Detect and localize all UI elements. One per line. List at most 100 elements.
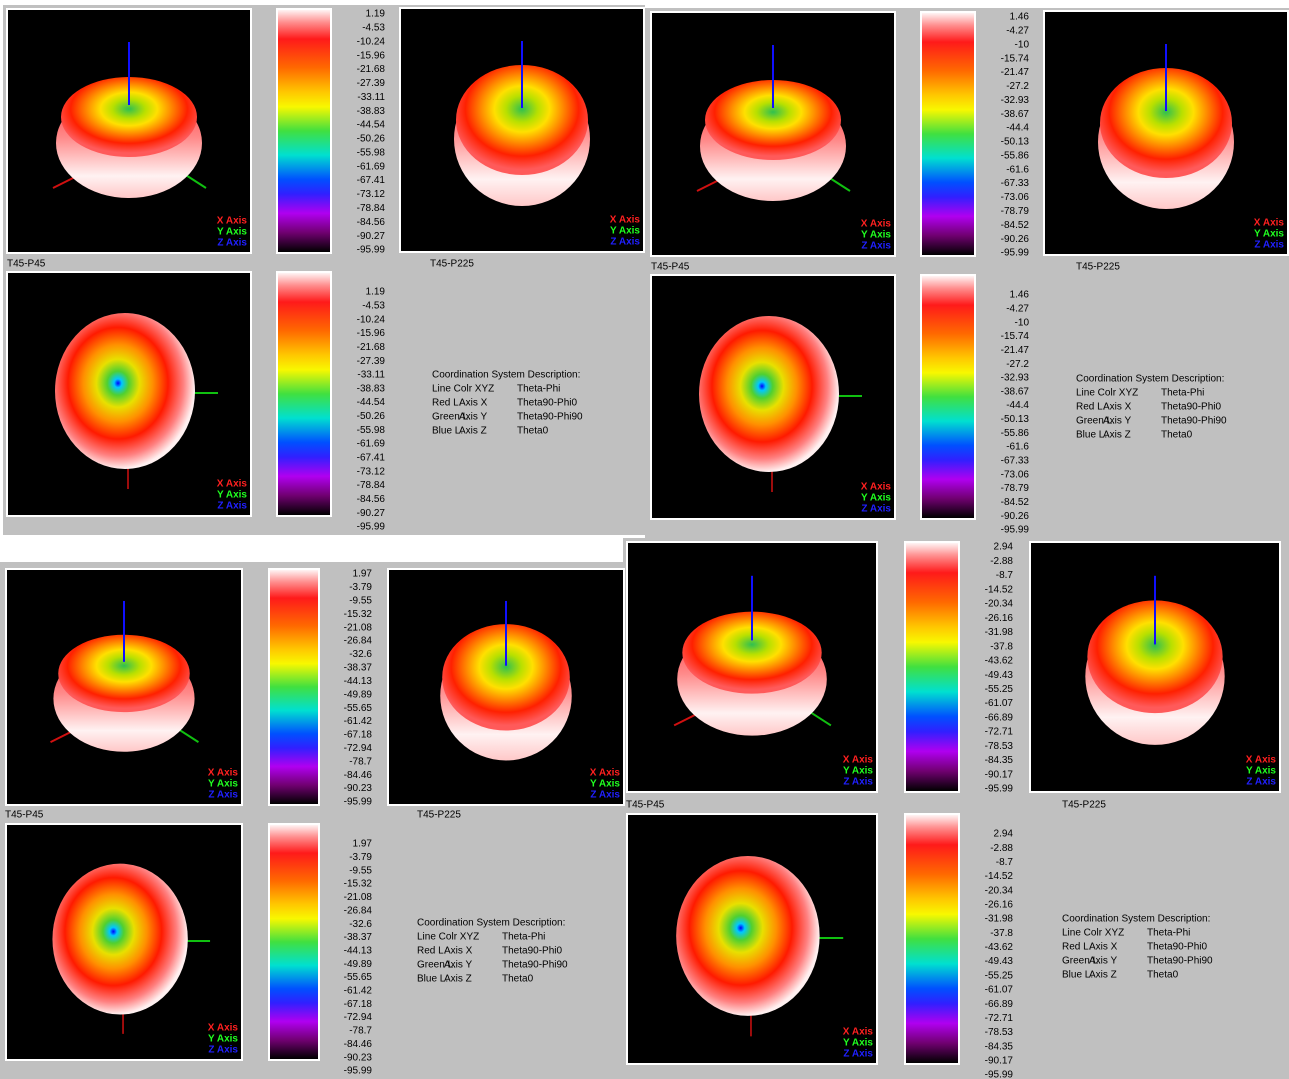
scale-label: 1.19 [366, 287, 386, 298]
scale-label: -84.52 [1001, 220, 1030, 231]
axis-legend: Y Axis [610, 226, 640, 237]
scale-label: -90.23 [344, 1052, 373, 1063]
scale-label: -66.89 [985, 999, 1014, 1010]
axis-legend: X Axis [208, 1023, 239, 1034]
scale-label: -44.54 [357, 120, 386, 131]
axis-legend: Y Axis [843, 766, 873, 777]
description-cell: Theta90-Phi90 [1147, 956, 1213, 967]
scale-label: 2.94 [994, 542, 1014, 553]
scale-label: -31.98 [985, 627, 1014, 638]
scale-label: 1.46 [1010, 12, 1030, 23]
description-cell: Axis Z [459, 426, 487, 437]
description-cell: Red L. [417, 946, 446, 957]
description-cell: Axis X [1103, 402, 1132, 413]
scale-label: -15.74 [1001, 53, 1030, 64]
description-cell: Theta90-Phi0 [1161, 402, 1221, 413]
scale-label: -55.65 [344, 703, 373, 714]
view-label: T45-P45 [7, 259, 46, 270]
scale-label: -78.53 [985, 1027, 1014, 1038]
colorbar [922, 276, 974, 518]
scale-label: -38.37 [344, 663, 373, 674]
axis-legend: X Axis [843, 1027, 874, 1038]
scale-label: -61.42 [344, 716, 373, 727]
pattern-top [58, 634, 190, 713]
scale-label: -61.07 [985, 985, 1014, 996]
axis-legend: Y Axis [208, 1034, 238, 1045]
axis-legend: Z Axis [217, 238, 247, 249]
description-cell: Axis Z [444, 974, 472, 985]
pattern-top-view [52, 863, 188, 1015]
scale-label: -73.06 [1001, 192, 1030, 203]
view-label: T45-P225 [417, 810, 461, 821]
scale-label: -55.25 [985, 970, 1014, 981]
scale-label: -90.17 [985, 769, 1014, 780]
axis-legend: Z Axis [843, 777, 873, 788]
view-label: T45-P225 [1076, 262, 1120, 273]
description-cell: Theta90-Phi90 [502, 960, 568, 971]
axis-legend: Z Axis [217, 501, 247, 512]
scale-label: -50.26 [357, 411, 386, 422]
description-cell: Blue L. [417, 974, 448, 985]
scale-label: -26.16 [985, 900, 1014, 911]
scale-label: -84.46 [344, 1039, 373, 1050]
description-cell: Line Colr XYZ [432, 384, 494, 395]
view-label: T45-P45 [626, 800, 665, 811]
description-title: Coordination System Description: [1062, 914, 1210, 925]
description-cell: Theta90-Phi0 [502, 946, 562, 957]
description-cell: Axis Z [1103, 430, 1131, 441]
scale-label: -2.88 [990, 843, 1013, 854]
axis-legend: Z Axis [208, 1045, 238, 1056]
scale-label: -78.7 [349, 1026, 372, 1037]
scale-label: -66.89 [985, 712, 1014, 723]
description-cell: Theta90-Phi0 [1147, 942, 1207, 953]
scale-label: -44.54 [357, 397, 386, 408]
scale-label: -49.43 [985, 956, 1014, 967]
scale-label: -55.98 [357, 147, 386, 158]
scale-label: -26.84 [344, 636, 373, 647]
axis-legend: X Axis [1246, 755, 1277, 766]
scale-label: -38.67 [1001, 109, 1030, 120]
scale-label: -21.68 [357, 64, 386, 75]
description-cell: Blue L. [1062, 970, 1093, 981]
pattern-top-view [55, 313, 195, 469]
scale-label: -20.34 [985, 885, 1014, 896]
axis-legend: X Axis [217, 216, 248, 227]
scale-label: 2.94 [994, 829, 1014, 840]
scale-label: -9.55 [349, 865, 372, 876]
scale-label: -32.6 [349, 919, 372, 930]
view-label: T45-P225 [430, 259, 474, 270]
axis-legend: Z Axis [590, 790, 620, 801]
description-cell: Theta0 [1147, 970, 1179, 981]
scale-label: -84.56 [357, 217, 386, 228]
scale-label: -50.13 [1001, 137, 1030, 148]
description-cell: Axis X [444, 946, 473, 957]
description-cell: Red L. [1062, 942, 1091, 953]
description-cell: Axis Y [444, 960, 472, 971]
scale-label: -67.18 [344, 999, 373, 1010]
axis-legend: Z Axis [208, 790, 238, 801]
description-title: Coordination System Description: [432, 370, 580, 381]
scale-label: -55.65 [344, 972, 373, 983]
scale-label: -50.26 [357, 134, 386, 145]
scale-label: -72.94 [344, 1012, 373, 1023]
description-cell: Theta0 [517, 426, 549, 437]
scale-label: -15.96 [357, 328, 386, 339]
description-cell: Theta90-Phi0 [517, 398, 577, 409]
scale-label: -95.99 [344, 1066, 373, 1077]
axis-legend: X Axis [843, 755, 874, 766]
scale-label: -61.07 [985, 698, 1014, 709]
scale-label: -8.7 [996, 570, 1014, 581]
scale-label: -55.86 [1001, 428, 1030, 439]
axis-legend: Z Axis [861, 241, 891, 252]
scale-label: -26.16 [985, 613, 1014, 624]
axis-legend: X Axis [861, 482, 892, 493]
scale-label: -90.23 [344, 783, 373, 794]
description-cell: Axis Y [1103, 416, 1131, 427]
scale-label: -90.27 [357, 231, 386, 242]
scale-label: -26.84 [344, 905, 373, 916]
axis-legend: Y Axis [1254, 229, 1284, 240]
description-cell: Theta-Phi [517, 384, 560, 395]
pattern-top-view [699, 316, 839, 472]
scale-label: -95.99 [344, 797, 373, 808]
